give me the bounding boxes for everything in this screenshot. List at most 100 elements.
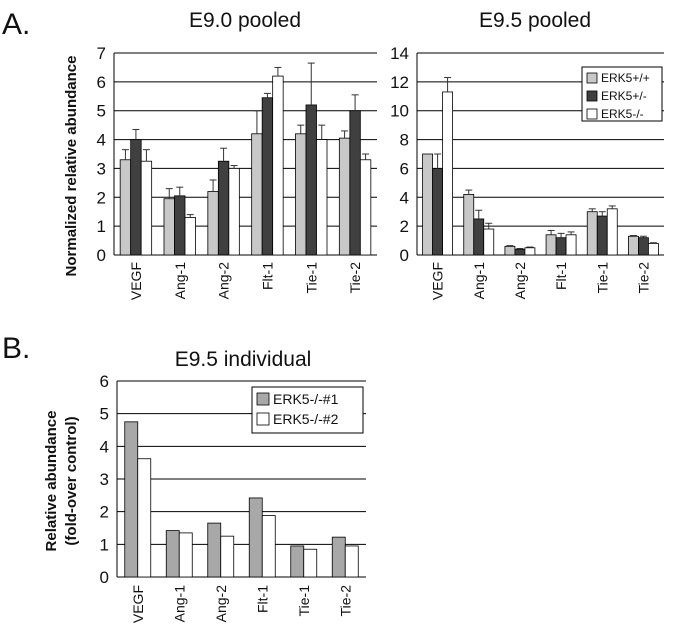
x-tick-label: VEGF — [130, 585, 146, 623]
bar — [251, 133, 263, 256]
bar — [504, 245, 516, 256]
bar — [174, 195, 186, 256]
legend-box — [251, 386, 364, 434]
bar — [261, 515, 276, 578]
bar — [422, 153, 433, 256]
bar — [606, 208, 618, 256]
bar — [463, 193, 475, 256]
x-tick-label: Tie-2 — [635, 262, 651, 294]
bar — [228, 168, 240, 256]
x-tick-label: Tie-1 — [296, 585, 312, 617]
chart-e9-0-pooled: E9.0 pooled 0 1 2 3 4 5 6 7 VEGF Ang-1 Ang-2 Flt-1 Ti… — [97, 9, 377, 300]
bar — [648, 243, 659, 256]
legend-swatch — [586, 108, 598, 120]
bar — [163, 198, 175, 256]
x-tick-label: Ang-1 — [172, 262, 188, 300]
y-tick-label: 1 — [97, 217, 106, 236]
y-tick-label: 3 — [100, 470, 109, 489]
x-tick-label: Ang-1 — [171, 585, 187, 623]
x-tick-label: Ang-2 — [512, 262, 528, 300]
x-tick-label: Flt-1 — [553, 262, 569, 290]
y-tick-label: 0 — [400, 246, 409, 265]
bar — [586, 211, 598, 256]
y-axis-label-a: Normalized relative abundance — [63, 56, 80, 277]
bar — [555, 237, 567, 256]
x-tick-label: Tie-2 — [347, 262, 363, 294]
bar — [338, 137, 351, 256]
bar — [261, 97, 274, 256]
bar — [432, 168, 443, 256]
legend-label: ERK5+/+ — [601, 71, 650, 85]
x-tick-label: Ang-2 — [213, 585, 229, 623]
bar — [184, 217, 196, 256]
bar — [248, 497, 263, 578]
legend-swatch — [256, 412, 270, 426]
bar — [140, 160, 153, 256]
y-tick-label: 8 — [400, 131, 409, 150]
bar — [220, 535, 235, 578]
legend-label: ERK5-/- — [601, 107, 644, 121]
bar — [305, 104, 317, 256]
bar — [119, 159, 132, 256]
bar — [207, 191, 219, 256]
y-tick-label: 6 — [97, 73, 106, 92]
bar — [303, 548, 318, 578]
y-tick-label: 12 — [390, 73, 409, 92]
bar — [514, 248, 526, 256]
legend-swatch — [586, 90, 598, 102]
x-tick-label: Tie-2 — [337, 585, 353, 617]
bar — [217, 160, 230, 256]
y-tick-label: 4 — [100, 437, 109, 456]
panel-label-a: A. — [2, 8, 30, 41]
y-tick-label: 2 — [97, 188, 106, 207]
y-tick-label: 5 — [100, 405, 109, 424]
bar — [272, 75, 284, 256]
y-tick-label: 10 — [390, 102, 409, 121]
bar — [124, 421, 139, 578]
y-axis-label-b-line2: (fold-over control) — [63, 416, 80, 545]
bar — [483, 228, 495, 256]
y-axis-label-b: Relative abundance (fold-over control) — [43, 411, 80, 552]
x-tick-label: Ang-2 — [216, 262, 232, 300]
y-tick-label: 0 — [97, 246, 106, 265]
bar — [290, 545, 305, 578]
bar — [565, 234, 577, 256]
bar — [137, 458, 152, 578]
bar — [295, 133, 307, 256]
legend: ERK5-/-#1 ERK5-/-#2 — [251, 386, 364, 434]
bar — [316, 139, 328, 256]
x-tick-label: Flt-1 — [259, 262, 275, 290]
chart-e9-5-individual: E9.5 individual 0 1 2 3 4 5 6 VEGF Ang-1 Ang-2 Flt-… — [100, 348, 366, 623]
y-tick-label: 3 — [97, 159, 106, 178]
bar — [331, 536, 346, 578]
legend-label: ERK5-/-#1 — [273, 391, 339, 407]
y-tick-label: 6 — [400, 159, 409, 178]
y-tick-label: 0 — [100, 568, 109, 587]
bar — [524, 247, 536, 256]
legend-label: ERK5+/- — [601, 89, 647, 103]
x-tick-label: VEGF — [128, 262, 144, 300]
y-tick-label: 2 — [400, 217, 409, 236]
y-tick-label: 14 — [390, 44, 409, 63]
bar — [442, 91, 453, 256]
x-tick-label: Ang-1 — [471, 262, 487, 300]
legend-label: ERK5-/-#2 — [273, 411, 339, 427]
y-tick-label: 1 — [100, 535, 109, 554]
bar — [130, 139, 142, 256]
bar — [359, 159, 372, 256]
x-tick-label: Tie-1 — [303, 262, 319, 294]
x-tick-label: Tie-1 — [594, 262, 610, 294]
bar — [596, 215, 608, 256]
bar — [545, 234, 557, 256]
legend-swatch — [586, 72, 598, 84]
y-tick-label: 7 — [97, 44, 106, 63]
y-tick-label: 6 — [100, 372, 109, 391]
x-tick-label: Flt-1 — [254, 585, 270, 613]
legend-swatch — [256, 392, 270, 406]
chart-title: E9.5 pooled — [479, 9, 591, 32]
y-tick-label: 4 — [97, 131, 106, 150]
bar — [349, 110, 361, 256]
bar — [638, 237, 649, 256]
bar — [165, 530, 180, 578]
